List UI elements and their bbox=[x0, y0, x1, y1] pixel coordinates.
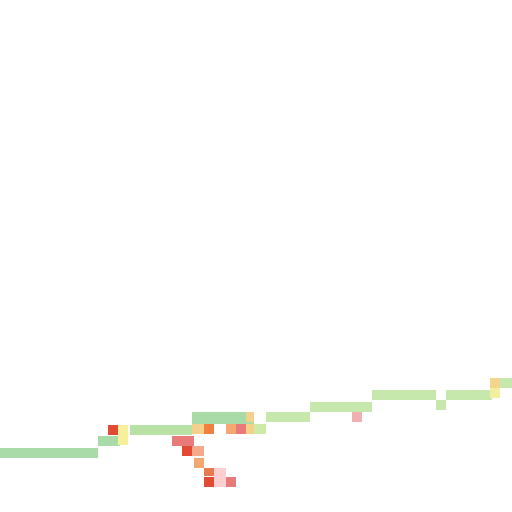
route-segment bbox=[446, 390, 492, 400]
map-marker bbox=[192, 424, 204, 434]
map-marker bbox=[226, 424, 236, 434]
route-segment bbox=[0, 448, 98, 458]
map-marker bbox=[204, 468, 214, 476]
map-marker bbox=[204, 424, 214, 434]
map-marker bbox=[214, 477, 226, 487]
map-marker bbox=[192, 446, 204, 456]
map-marker bbox=[172, 436, 184, 446]
route-segment bbox=[500, 378, 512, 388]
route-segment bbox=[192, 412, 254, 424]
map-marker bbox=[246, 424, 254, 434]
route-segment bbox=[436, 400, 446, 410]
map-marker bbox=[118, 425, 128, 435]
map-marker bbox=[118, 435, 128, 445]
map-marker bbox=[108, 425, 118, 435]
map-marker bbox=[352, 412, 362, 422]
map-marker bbox=[184, 436, 194, 446]
map-marker bbox=[182, 446, 192, 456]
map-marker bbox=[490, 378, 500, 388]
route-segment bbox=[266, 412, 310, 422]
route-segment bbox=[372, 390, 436, 400]
map-marker bbox=[490, 388, 500, 398]
map-marker bbox=[236, 424, 246, 434]
route-segment bbox=[254, 424, 266, 434]
route-segment bbox=[310, 402, 372, 412]
map-marker bbox=[194, 458, 204, 468]
route-segment bbox=[130, 425, 192, 435]
map-marker bbox=[226, 477, 236, 487]
map-marker bbox=[214, 468, 226, 478]
map-marker bbox=[246, 412, 254, 422]
map-marker bbox=[204, 477, 214, 487]
route-segment bbox=[98, 436, 120, 446]
